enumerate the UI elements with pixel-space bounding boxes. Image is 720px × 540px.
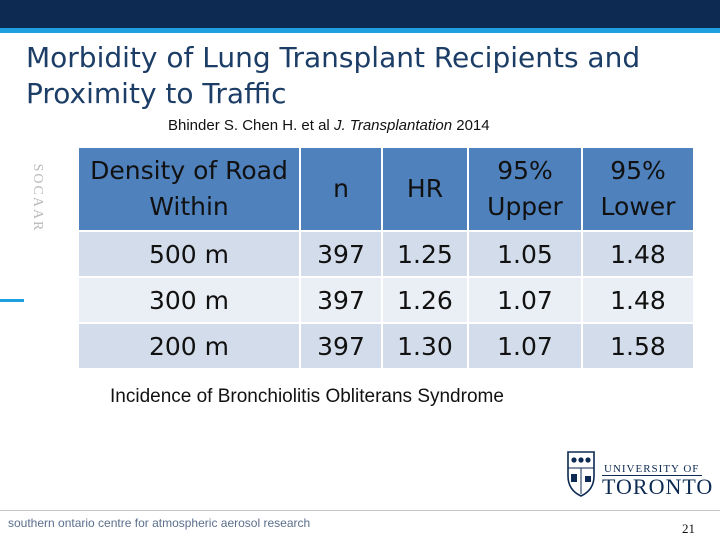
header-upper: 95% Upper (467, 146, 583, 232)
cell-upper: 1.05 (467, 230, 583, 278)
table-row: 200 m 397 1.30 1.07 1.58 (77, 322, 695, 370)
university-logo: UNIVERSITY OF TORONTO (566, 446, 712, 502)
cell-upper: 1.07 (467, 322, 583, 370)
header-lower: 95% Lower (581, 146, 695, 232)
side-watermark-label: SOCAAR (30, 163, 45, 233)
cell-upper: 1.07 (467, 276, 583, 324)
cell-hr: 1.25 (381, 230, 469, 278)
logo-university-of: UNIVERSITY OF (604, 463, 700, 475)
table-row: 500 m 397 1.25 1.05 1.48 (77, 230, 695, 278)
footer-text: southern ontario centre for atmospheric … (8, 516, 311, 530)
citation-year: 2014 (456, 117, 490, 134)
cell-n: 397 (299, 322, 383, 370)
header-n: n (299, 146, 383, 232)
top-accent-stripe (0, 28, 720, 33)
table-caption: Incidence of Bronchiolitis Obliterans Sy… (110, 386, 504, 407)
page-number: 21 (682, 521, 695, 536)
cell-density: 200 m (77, 322, 301, 370)
table-row: 300 m 397 1.26 1.07 1.48 (77, 276, 695, 324)
slide-title: Morbidity of Lung Transplant Recipients … (26, 41, 641, 110)
citation-journal: J. Transplantation (333, 117, 453, 134)
top-bar (0, 0, 720, 28)
table-header-row: Density of Road Within n HR 95% Upper 95… (77, 146, 695, 232)
citation-authors: Bhinder S. Chen H. et al (168, 117, 330, 134)
cell-hr: 1.26 (381, 276, 469, 324)
side-accent-tick (0, 299, 24, 302)
cell-lower: 1.48 (581, 276, 695, 324)
cell-density: 500 m (77, 230, 301, 278)
university-crest-icon (567, 451, 595, 497)
cell-n: 397 (299, 276, 383, 324)
cell-density: 300 m (77, 276, 301, 324)
header-hr: HR (381, 146, 469, 232)
results-table: Density of Road Within n HR 95% Upper 95… (77, 146, 695, 370)
footer-divider (0, 510, 720, 511)
cell-n: 397 (299, 230, 383, 278)
logo-toronto: TORONTO (602, 474, 714, 499)
logo-divider (602, 475, 702, 476)
header-density: Density of Road Within (77, 146, 301, 232)
cell-lower: 1.48 (581, 230, 695, 278)
cell-hr: 1.30 (381, 322, 469, 370)
cell-lower: 1.58 (581, 322, 695, 370)
citation: Bhinder S. Chen H. et al J. Transplantat… (168, 117, 490, 134)
